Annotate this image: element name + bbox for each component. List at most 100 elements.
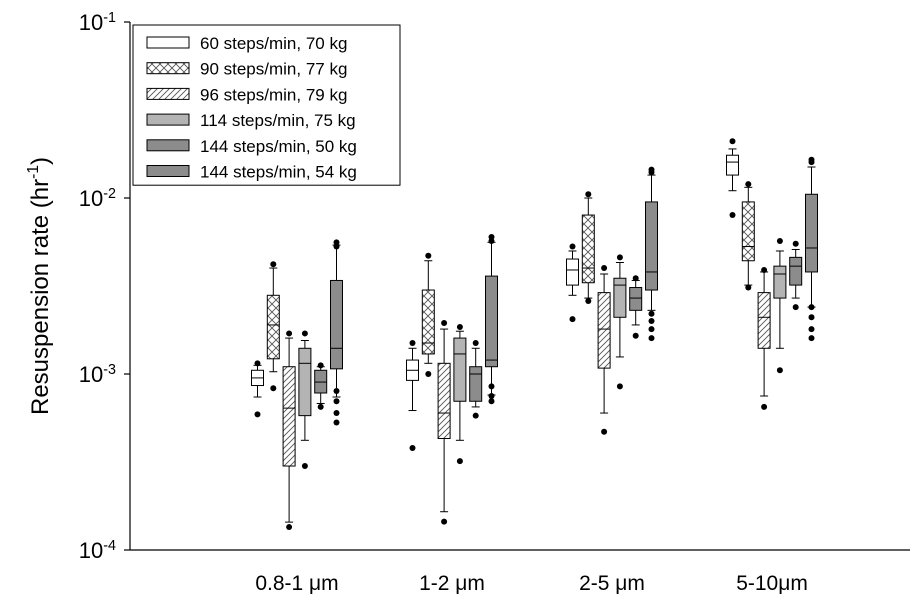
outlier [808, 304, 815, 311]
box [757, 292, 771, 349]
box [597, 292, 611, 369]
legend-swatch [146, 87, 190, 100]
outlier [745, 181, 752, 188]
outlier [761, 403, 768, 410]
outlier [569, 316, 576, 323]
legend-swatch [146, 165, 190, 177]
box [485, 275, 498, 368]
y-axis-label: Resuspension rate (hr-1) [25, 157, 55, 415]
outlier [333, 419, 340, 426]
outlier [254, 360, 261, 367]
outlier [286, 330, 293, 337]
outlier [648, 169, 655, 176]
outlier [729, 138, 736, 145]
outlier [792, 240, 799, 247]
legend-swatch [146, 139, 190, 152]
legend-label: 96 steps/min, 79 kg [200, 85, 347, 104]
box [741, 201, 755, 262]
outlier [441, 319, 448, 326]
outlier [648, 310, 655, 317]
legend-frame [132, 24, 401, 186]
box [789, 256, 803, 286]
box [773, 265, 787, 299]
box [629, 287, 643, 311]
outlier [648, 326, 655, 333]
outlier [488, 237, 495, 244]
outlier [616, 383, 623, 390]
outlier [333, 398, 340, 405]
outlier [472, 412, 479, 419]
box [645, 201, 658, 291]
outlier [425, 371, 432, 377]
outlier [333, 239, 340, 246]
outlier [488, 383, 495, 390]
outlier [776, 367, 783, 374]
outlier [333, 243, 340, 250]
outlier [792, 304, 799, 311]
outlier [585, 191, 592, 198]
outlier [456, 323, 463, 330]
outlier [808, 326, 815, 333]
box [330, 279, 343, 370]
outlier [776, 237, 783, 244]
outlier [648, 318, 655, 325]
outlier [456, 458, 463, 465]
outlier [616, 254, 623, 261]
y-tick-label: 10-1 [79, 10, 116, 35]
outlier [648, 335, 655, 342]
outlier [286, 524, 293, 531]
legend-swatch [146, 62, 190, 75]
outlier [745, 284, 752, 291]
outlier [333, 388, 340, 395]
outlier [317, 403, 324, 410]
outlier [808, 314, 815, 321]
outlier [409, 340, 416, 347]
outlier [270, 385, 277, 392]
outlier [632, 275, 639, 282]
outlier [301, 463, 308, 470]
box [421, 289, 435, 355]
outlier [808, 335, 815, 342]
outlier [317, 362, 324, 369]
legend-label: 60 steps/min, 70 kg [200, 34, 347, 53]
legend-label: 90 steps/min, 77 kg [200, 60, 347, 79]
outlier [488, 398, 495, 405]
y-tick-label: 10-2 [79, 186, 116, 211]
outlier [729, 212, 736, 219]
box [266, 294, 280, 360]
box [805, 193, 818, 273]
outlier [301, 330, 308, 337]
outlier [569, 243, 576, 250]
outlier [254, 411, 261, 418]
x-tick-label: 1-2 μm [419, 572, 485, 595]
y-tick-label: 10-4 [79, 538, 116, 563]
box [613, 277, 627, 318]
outlier [601, 265, 608, 272]
legend-swatch [146, 113, 190, 126]
outlier [601, 428, 608, 435]
x-tick-label: 0.8-1 μm [255, 572, 338, 595]
outlier [441, 518, 448, 525]
box [469, 366, 483, 402]
box [453, 337, 467, 402]
box [566, 258, 579, 286]
legend-label: 114 steps/min, 75 kg [200, 111, 356, 130]
legend-label: 144 steps/min, 50 kg [200, 137, 357, 156]
legend-swatch [146, 36, 190, 49]
box [726, 154, 739, 176]
outlier [270, 261, 277, 268]
outlier [761, 266, 768, 273]
outlier [632, 332, 639, 339]
x-tick-label: 2-5 μm [579, 572, 645, 595]
outlier [409, 444, 416, 451]
y-tick-label: 10-3 [79, 362, 116, 387]
legend-label: 144 steps/min, 54 kg [200, 163, 357, 182]
outlier [425, 252, 432, 259]
box [437, 362, 451, 440]
outlier [585, 297, 592, 304]
outlier [472, 340, 479, 347]
box [298, 347, 312, 417]
outlier [808, 159, 815, 166]
